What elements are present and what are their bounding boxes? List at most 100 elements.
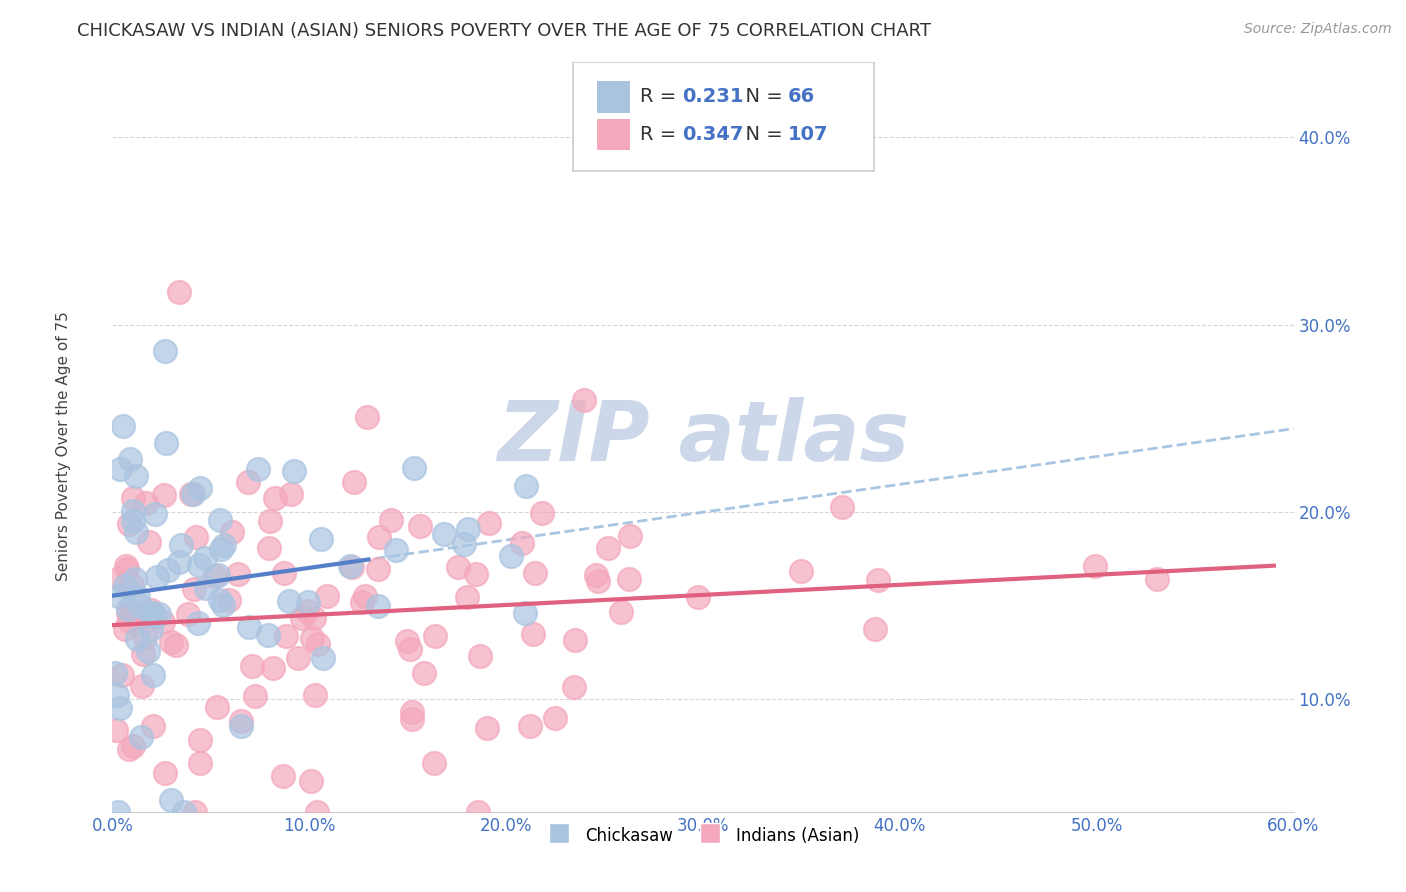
Point — [447, 560, 470, 574]
Point — [124, 572, 146, 586]
Point — [169, 555, 191, 569]
Point — [280, 487, 302, 501]
Point — [283, 464, 305, 478]
Point — [301, 632, 323, 646]
Point — [262, 661, 284, 675]
Point — [145, 507, 167, 521]
Point — [240, 659, 263, 673]
Point — [153, 488, 176, 502]
Point — [118, 741, 141, 756]
Point — [105, 723, 128, 737]
Point — [115, 562, 138, 576]
Point — [585, 568, 607, 582]
Point — [159, 793, 181, 807]
Point — [187, 615, 209, 630]
Point — [572, 393, 595, 408]
Point — [257, 628, 280, 642]
Point — [221, 524, 243, 539]
Point — [367, 599, 389, 613]
Point — [464, 566, 486, 581]
Point — [402, 461, 425, 475]
Point — [209, 593, 232, 607]
Point — [367, 562, 389, 576]
Point — [115, 558, 138, 573]
Point — [564, 633, 586, 648]
Point — [181, 487, 204, 501]
Point — [259, 514, 281, 528]
Point — [121, 514, 143, 528]
Point — [122, 739, 145, 753]
Point — [686, 591, 709, 605]
Point — [152, 615, 174, 629]
Point — [188, 756, 211, 770]
Point — [477, 721, 499, 735]
Point — [412, 665, 434, 680]
Point — [396, 634, 419, 648]
Point — [453, 537, 475, 551]
Point — [468, 648, 491, 663]
Point — [117, 607, 139, 621]
Point — [173, 805, 195, 819]
Point — [340, 560, 363, 574]
Point — [128, 599, 150, 613]
Point — [238, 475, 260, 490]
Point — [510, 536, 533, 550]
Point — [155, 435, 177, 450]
Point — [297, 595, 319, 609]
Point — [194, 551, 217, 566]
Point — [291, 611, 314, 625]
Point — [866, 573, 889, 587]
Point — [380, 513, 402, 527]
Point — [304, 689, 326, 703]
Point — [519, 718, 541, 732]
Point — [245, 689, 267, 703]
Point — [121, 491, 143, 506]
Point — [276, 629, 298, 643]
Point — [204, 569, 226, 583]
FancyBboxPatch shape — [574, 62, 875, 171]
Point — [401, 712, 423, 726]
Text: Source: ZipAtlas.com: Source: ZipAtlas.com — [1244, 22, 1392, 37]
Point — [207, 567, 229, 582]
Point — [433, 526, 456, 541]
Text: 107: 107 — [787, 125, 828, 144]
Point — [467, 805, 489, 819]
Point — [142, 668, 165, 682]
Point — [121, 503, 143, 517]
Point — [229, 719, 252, 733]
Point — [339, 558, 361, 573]
Point — [425, 629, 447, 643]
Point — [229, 714, 252, 729]
Point — [863, 622, 886, 636]
Point — [122, 605, 145, 619]
Point — [180, 487, 202, 501]
Point — [522, 626, 544, 640]
Point — [246, 461, 269, 475]
Point — [307, 637, 329, 651]
Point — [167, 285, 190, 299]
Point — [142, 719, 165, 733]
Point — [188, 732, 211, 747]
Text: CHICKASAW VS INDIAN (ASIAN) SENIORS POVERTY OVER THE AGE OF 75 CORRELATION CHART: CHICKASAW VS INDIAN (ASIAN) SENIORS POVE… — [77, 22, 931, 40]
Point — [120, 452, 142, 467]
Text: N =: N = — [733, 125, 789, 144]
Point — [352, 595, 374, 609]
Point — [117, 601, 139, 615]
Point — [1146, 572, 1168, 586]
Text: R =: R = — [640, 125, 683, 144]
Point — [107, 805, 129, 819]
Point — [183, 582, 205, 596]
Point — [312, 651, 335, 665]
Point — [108, 570, 131, 584]
Point — [401, 705, 423, 719]
Point — [131, 647, 153, 661]
Point — [356, 410, 378, 425]
Point — [129, 730, 152, 744]
Point — [212, 538, 235, 552]
Point — [617, 572, 640, 586]
Point — [153, 766, 176, 780]
Point — [238, 620, 260, 634]
Point — [408, 518, 430, 533]
Point — [107, 589, 129, 603]
Point — [596, 541, 619, 556]
